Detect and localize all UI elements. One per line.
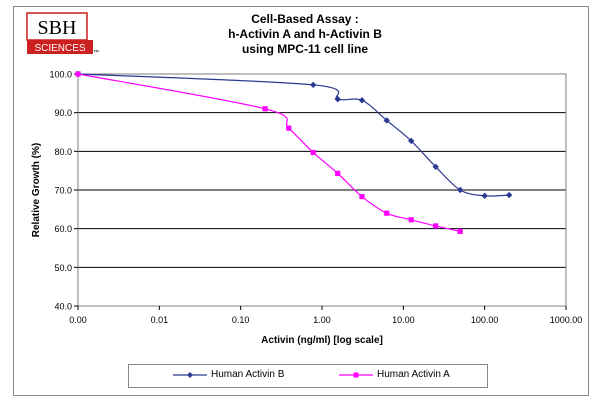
y-tick-label: 60.0: [54, 224, 72, 234]
data-point-human-activin-a: [457, 228, 463, 234]
x-tick-label: 0.01: [151, 315, 169, 325]
data-point-human-activin-b: [310, 81, 317, 89]
series-line-human-activin-b: [77, 73, 510, 197]
data-point-human-activin-a: [384, 210, 390, 216]
y-tick-label: 50.0: [54, 263, 72, 273]
chart-frame: [13, 6, 589, 396]
data-point-human-activin-b: [408, 137, 415, 145]
x-tick-label: 1.00: [313, 315, 331, 325]
sbh-sciences-logo: SBH SCIENCES ™: [26, 12, 99, 56]
x-tick-label: 0.00: [69, 315, 87, 325]
y-axis-label: Relative Growth (%): [31, 143, 42, 237]
data-point-human-activin-a: [75, 71, 81, 77]
data-point-human-activin-b: [334, 95, 341, 103]
data-point-human-activin-a: [262, 106, 268, 112]
data-point-human-activin-a: [359, 193, 365, 200]
x-tick-label: 100.00: [471, 315, 499, 325]
svg-text:™: ™: [93, 49, 99, 56]
chart-title-line-2: h-Activin A and h-Activin B: [228, 27, 382, 41]
data-point-human-activin-b: [383, 117, 390, 124]
y-tick-label: 100.0: [49, 70, 72, 80]
chart-title-line-3: using MPC-11 cell line: [241, 42, 369, 56]
data-point-human-activin-a: [433, 223, 439, 229]
data-point-human-activin-b: [456, 186, 464, 194]
legend-swatch-activin-b: [173, 371, 207, 378]
y-tick-label: 40.0: [54, 302, 72, 312]
y-tick-label: 90.0: [54, 108, 72, 118]
data-point-human-activin-b: [432, 163, 439, 170]
data-point-human-activin-a: [286, 125, 292, 131]
chart-title-line-1: Cell-Based Assay :: [251, 12, 359, 26]
legend-label-activin-a: Human Activin A: [377, 369, 450, 380]
x-tick-label: 1000.00: [550, 315, 583, 325]
svg-text:SBH: SBH: [38, 17, 77, 39]
chart-legend: Human Activin B Human Activin A: [128, 364, 488, 388]
legend-label-activin-b: Human Activin B: [211, 369, 285, 380]
y-tick-label: 70.0: [54, 186, 72, 196]
y-tick-label: 80.0: [54, 147, 72, 157]
data-point-human-activin-a: [335, 170, 341, 176]
svg-text:SCIENCES: SCIENCES: [34, 43, 85, 54]
legend-item-activin-a: Human Activin A: [339, 369, 450, 380]
data-point-human-activin-b: [358, 97, 366, 104]
data-point-human-activin-b: [481, 192, 488, 199]
data-point-human-activin-a: [310, 149, 316, 156]
x-tick-label: 10.00: [392, 315, 415, 325]
legend-swatch-activin-a: [339, 372, 373, 377]
x-axis-label: Activin (ng/ml) [log scale]: [261, 335, 383, 346]
x-tick-label: 0.10: [232, 315, 250, 325]
legend-item-activin-b: Human Activin B: [173, 369, 284, 380]
series-line-human-activin-a: [77, 73, 461, 232]
data-point-human-activin-b: [505, 191, 513, 199]
data-point-human-activin-a: [408, 217, 414, 223]
